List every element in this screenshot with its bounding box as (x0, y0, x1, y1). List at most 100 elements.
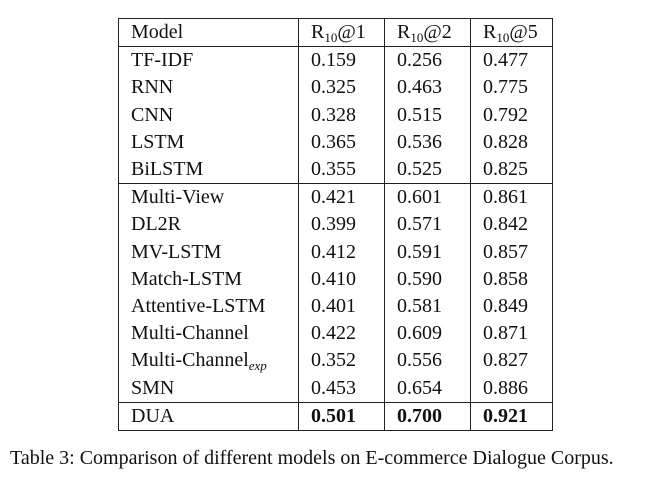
score-cell: 0.325 (298, 74, 385, 102)
header-cell: R10@1 (298, 17, 385, 48)
cell-text: @1 (337, 21, 366, 44)
model-cell: TF-IDF (118, 46, 299, 75)
score-cell: 0.501 (298, 401, 385, 431)
score-cell: 0.857 (470, 238, 553, 266)
score-cell: 0.410 (298, 265, 385, 293)
score-cell: 0.871 (470, 320, 553, 348)
score-cell: 0.581 (384, 292, 471, 321)
cell-text: RNN (131, 76, 174, 99)
table-row: RNN 0.325 0.463 0.775 (118, 74, 553, 102)
table-row: Multi-View 0.421 0.601 0.861 (118, 183, 553, 212)
score-cell: 0.827 (470, 347, 553, 375)
score-cell: 0.463 (384, 74, 471, 102)
row-group: TF-IDF 0.159 0.256 0.477 RNN 0.325 0.463 0.775 C… (118, 46, 553, 184)
subscript: 10 (496, 30, 510, 46)
subscript: 10 (410, 30, 424, 46)
score-cell: 0.849 (470, 292, 553, 321)
score-cell: 0.591 (384, 238, 471, 266)
model-cell: DUA (118, 401, 299, 431)
model-cell: Attentive-LSTM (118, 292, 299, 321)
score-cell: 0.861 (470, 183, 553, 212)
table-row: LSTM 0.365 0.536 0.828 (118, 128, 553, 156)
model-cell: DL2R (118, 211, 299, 239)
cell-text: TF-IDF (131, 49, 194, 72)
model-cell: Match-LSTM (118, 265, 299, 293)
model-cell: LSTM (118, 128, 299, 156)
model-cell: Multi-Channelexp (118, 347, 299, 375)
score-cell: 0.556 (384, 347, 471, 375)
score-cell: 0.571 (384, 211, 471, 239)
score-cell: 0.825 (470, 155, 553, 184)
score-cell: 0.858 (470, 265, 553, 293)
cell-text: @5 (509, 21, 538, 44)
table-row: SMN 0.453 0.654 0.886 (118, 374, 553, 403)
row-group: DUA 0.501 0.700 0.921 (118, 401, 553, 431)
score-cell: 0.601 (384, 183, 471, 212)
cell-text: Model (131, 21, 184, 44)
score-cell: 0.412 (298, 238, 385, 266)
score-cell: 0.828 (470, 128, 553, 156)
score-cell: 0.365 (298, 128, 385, 156)
cell-text: Attentive-LSTM (131, 294, 266, 317)
header-cell: Model (118, 17, 299, 48)
cell-text: Multi-Channel (131, 349, 249, 372)
model-cell: Multi-Channel (118, 320, 299, 348)
score-cell: 0.352 (298, 347, 385, 375)
score-cell: 0.775 (470, 74, 553, 102)
cell-text: Match-LSTM (131, 267, 243, 290)
cell-text: @2 (423, 21, 452, 44)
cell-text: Multi-Channel (131, 322, 249, 345)
model-cell: CNN (118, 101, 299, 129)
model-cell: MV-LSTM (118, 238, 299, 266)
cell-text: MV-LSTM (131, 240, 222, 263)
score-cell: 0.700 (384, 401, 471, 431)
score-cell: 0.842 (470, 211, 553, 239)
score-cell: 0.515 (384, 101, 471, 129)
header-row: Model R10@1 R10@2 R10@5 (118, 17, 553, 48)
score-cell: 0.421 (298, 183, 385, 212)
cell-text: Multi-View (131, 186, 225, 209)
subscript: 10 (324, 30, 338, 46)
cell-text: DUA (131, 404, 175, 427)
model-cell: Multi-View (118, 183, 299, 212)
table-header: Model R10@1 R10@2 R10@5 (118, 17, 553, 48)
cell-text: SMN (131, 376, 175, 399)
header-cell: R10@2 (384, 17, 471, 48)
table-row: DL2R 0.399 0.571 0.842 (118, 211, 553, 239)
table-caption: Table 3: Comparison of different models … (10, 447, 614, 469)
score-cell: 0.453 (298, 374, 385, 403)
score-cell: 0.536 (384, 128, 471, 156)
table-row: Match-LSTM 0.410 0.590 0.858 (118, 265, 553, 293)
score-cell: 0.792 (470, 101, 553, 129)
score-cell: 0.525 (384, 155, 471, 184)
score-cell: 0.609 (384, 320, 471, 348)
table-row: MV-LSTM 0.412 0.591 0.857 (118, 238, 553, 266)
table-row: DUA 0.501 0.700 0.921 (118, 401, 553, 431)
score-cell: 0.328 (298, 101, 385, 129)
model-cell: RNN (118, 74, 299, 102)
model-cell: BiLSTM (118, 155, 299, 184)
score-cell: 0.355 (298, 155, 385, 184)
table-row: Attentive-LSTM 0.401 0.581 0.849 (118, 292, 553, 321)
table-row: TF-IDF 0.159 0.256 0.477 (118, 46, 553, 75)
cell-text: LSTM (131, 130, 185, 153)
table-row: CNN 0.328 0.515 0.792 (118, 101, 553, 129)
score-cell: 0.886 (470, 374, 553, 403)
model-cell: SMN (118, 374, 299, 403)
score-cell: 0.477 (470, 46, 553, 75)
cell-text: DL2R (131, 213, 181, 236)
table-row: Multi-Channel 0.422 0.609 0.871 (118, 320, 553, 348)
score-cell: 0.399 (298, 211, 385, 239)
score-cell: 0.921 (470, 401, 553, 431)
score-cell: 0.256 (384, 46, 471, 75)
score-cell: 0.654 (384, 374, 471, 403)
score-cell: 0.159 (298, 46, 385, 75)
score-cell: 0.422 (298, 320, 385, 348)
cell-text: R (311, 21, 325, 44)
header-cell: R10@5 (470, 17, 553, 48)
cell-text: R (397, 21, 411, 44)
score-cell: 0.401 (298, 292, 385, 321)
row-group: Multi-View 0.421 0.601 0.861 DL2R 0.399 0.571 0… (118, 183, 553, 403)
subscript: exp (248, 358, 267, 374)
